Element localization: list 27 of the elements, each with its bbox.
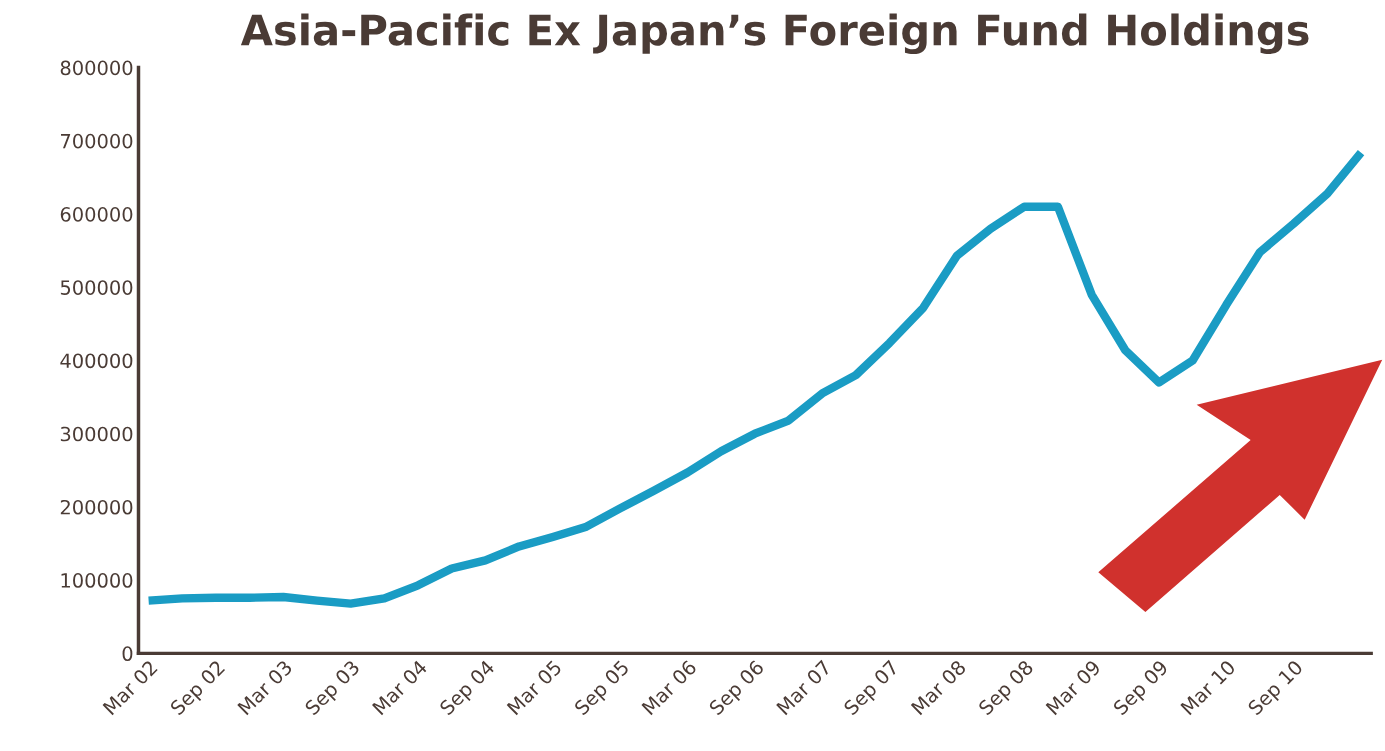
chart-title: Asia-Pacific Ex Japan’s Foreign Fund Holdings [240,13,1309,55]
x-tick-label: Sep 10 [1247,659,1307,719]
y-tick-label: 700000 [61,133,133,149]
x-tick-label: Mar 10 [1180,659,1237,716]
y-tick-label: 600000 [60,206,133,222]
x-tick-label: Mar 03 [237,659,293,716]
x-tick-label: Mar 04 [371,659,428,716]
y-tick-label: 500000 [60,280,133,295]
x-tick-label: Mar 07 [775,659,832,716]
x-tick-label: Sep 05 [573,659,633,719]
y-tick-label: 300000 [60,426,133,442]
x-tick-label: Mar 08 [910,659,967,716]
x-tick-label: Sep 04 [438,659,498,719]
x-tick-label: Sep 06 [708,659,768,719]
y-tick-label: 100000 [61,573,133,588]
x-tick-label: Sep 09 [1112,659,1172,719]
y-tick-label: 0 [122,646,133,662]
x-tick-label: Sep 02 [169,659,228,719]
x-tick-label: Sep 03 [304,659,363,719]
x-tick-label: Mar 05 [506,659,563,716]
y-tick-label: 800000 [60,60,133,76]
x-tick-label: Sep 07 [842,659,902,719]
y-tick-label: 400000 [60,353,133,369]
x-tick-label: Mar 06 [641,659,698,716]
x-tick-label: Mar 09 [1045,659,1102,716]
x-tick-label: Sep 08 [977,659,1037,719]
y-tick-label: 200000 [60,499,133,515]
